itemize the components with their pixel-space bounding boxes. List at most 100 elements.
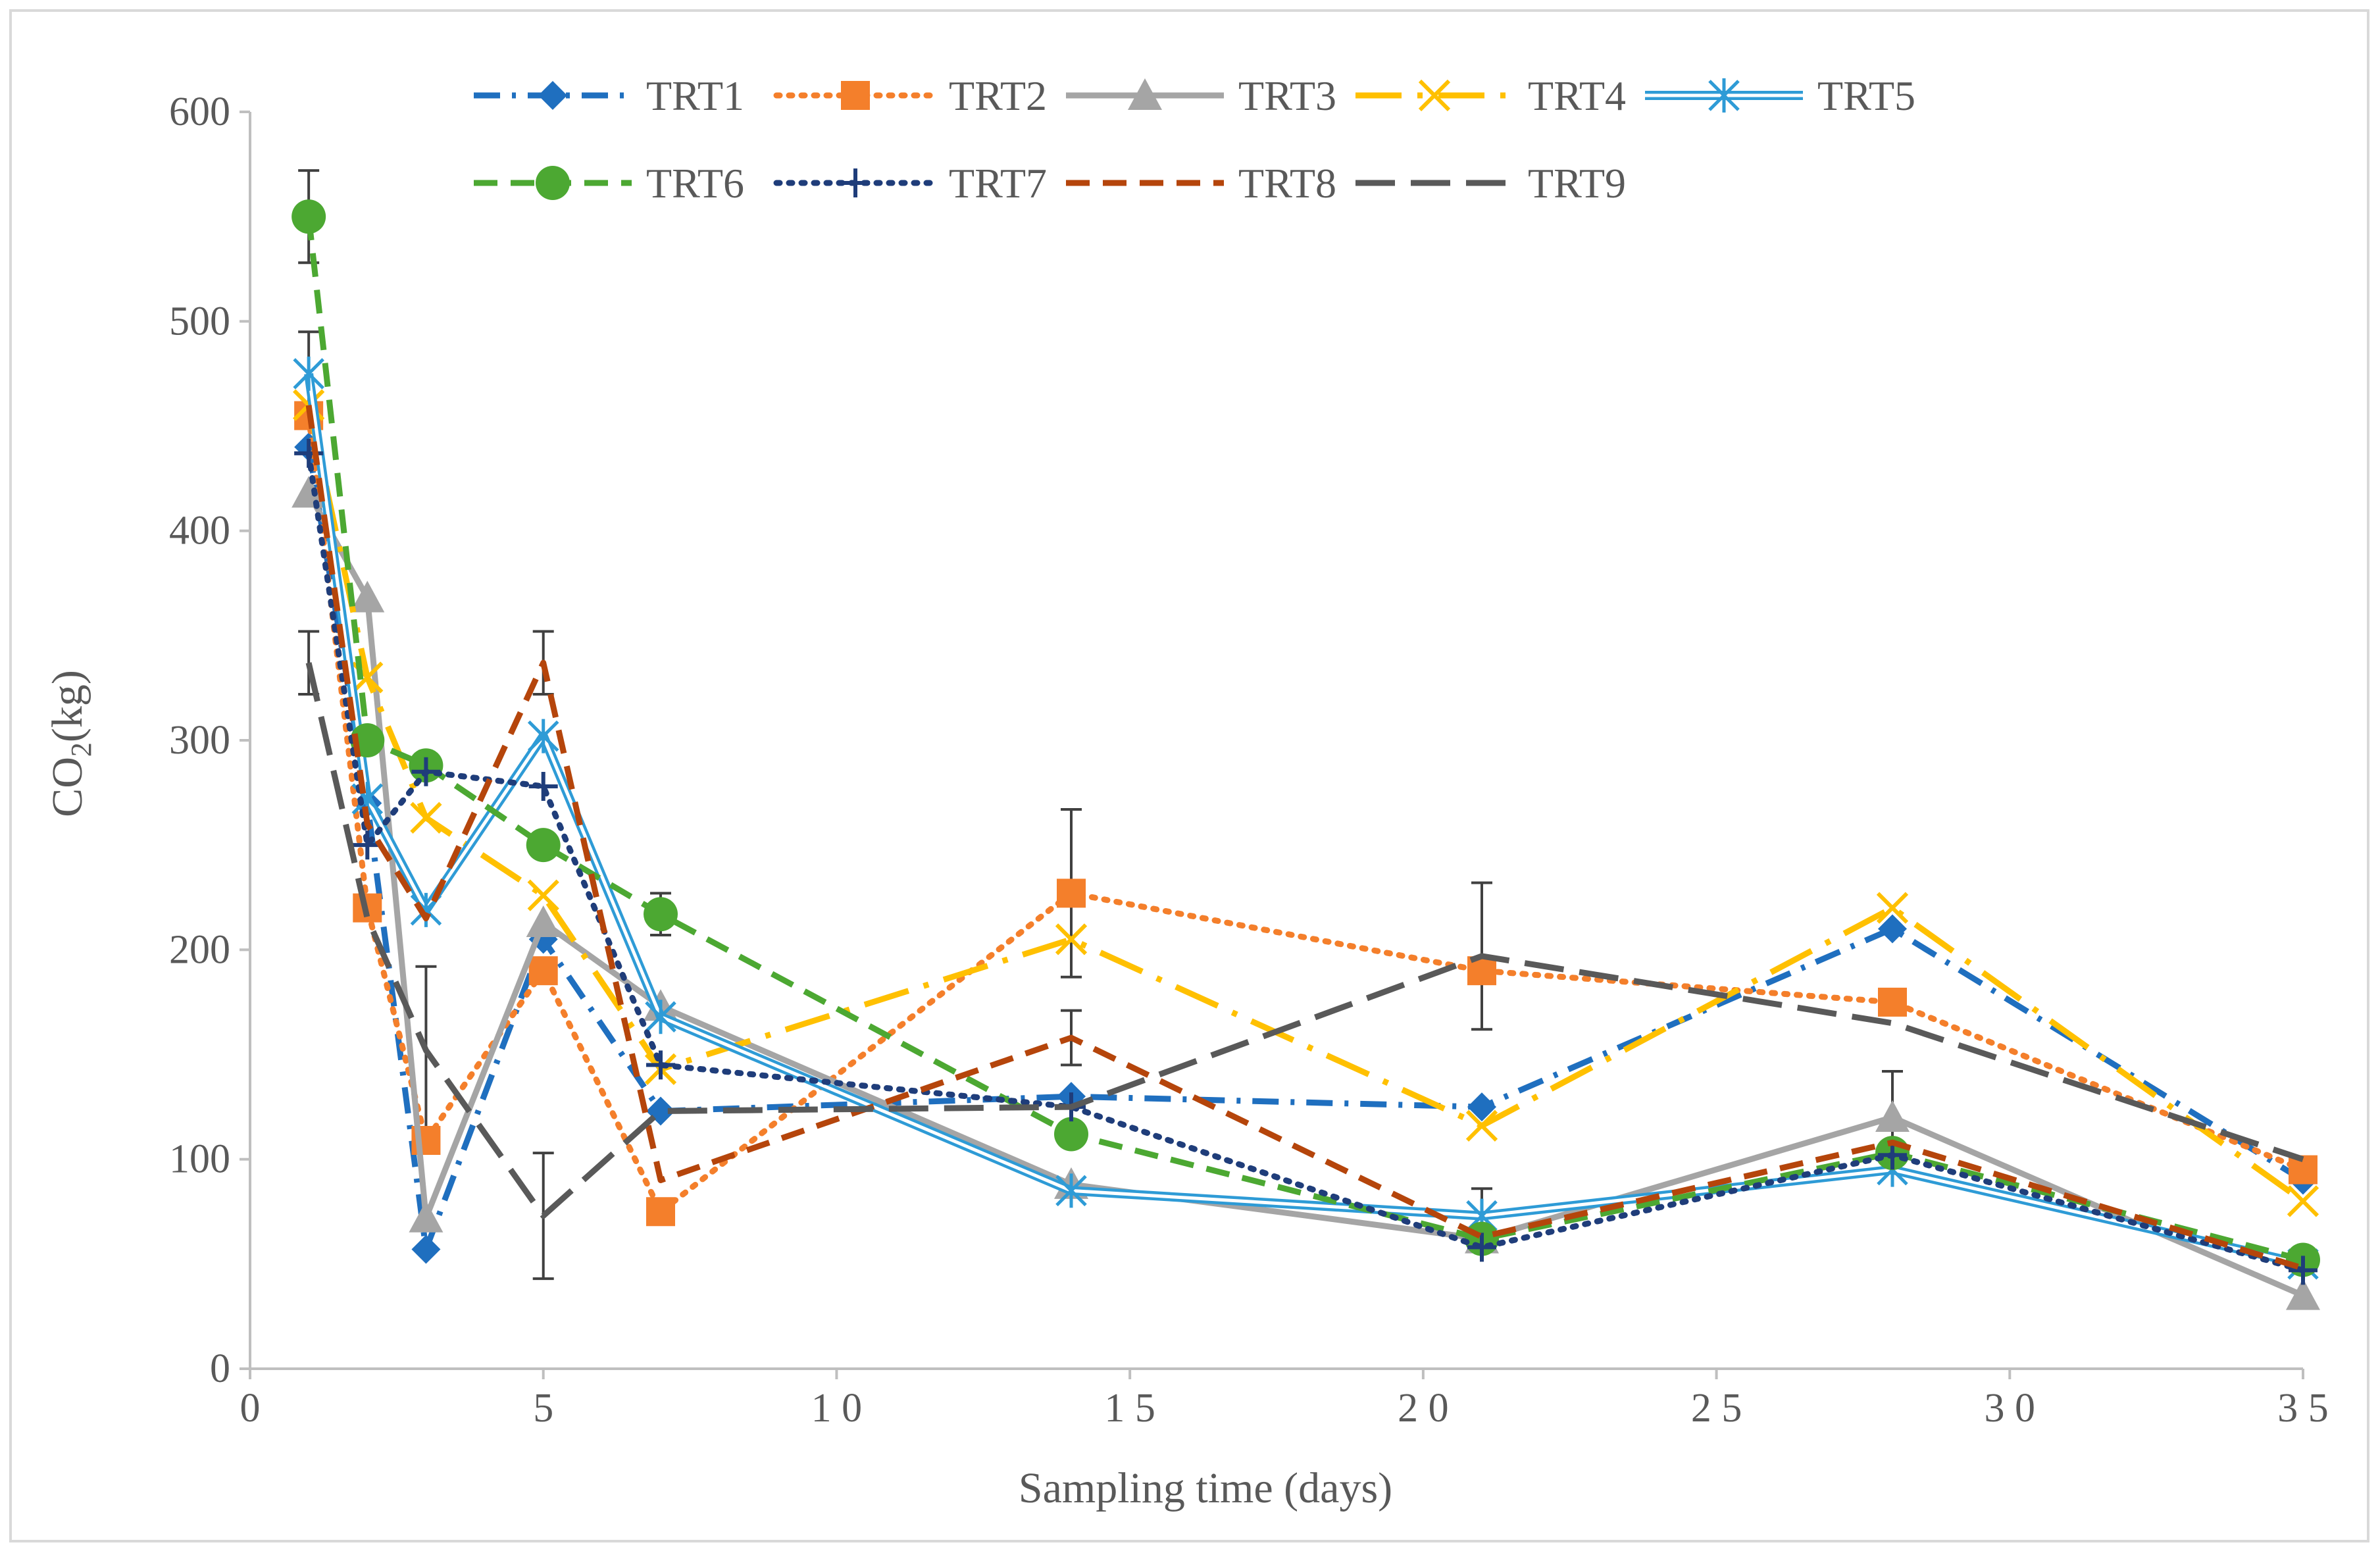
- data-point-trt4: [2287, 1185, 2319, 1217]
- legend-marker-trt6: [536, 166, 570, 200]
- data-point-trt3: [2286, 1278, 2320, 1310]
- series-trt1: [294, 432, 2317, 1264]
- legend-item-trt4: TRT4: [1355, 72, 1626, 119]
- errorbars-trt9: [298, 630, 1492, 1281]
- legend-item-trt2: TRT2: [773, 72, 1047, 119]
- data-point-trt7: [2289, 1256, 2317, 1285]
- series-line-trt4: [305, 404, 2305, 1204]
- chart-frame: [9, 9, 2369, 1542]
- y-tick-label: 300: [169, 718, 230, 763]
- data-point-trt6: [644, 897, 678, 932]
- data-point-trt2: [528, 956, 558, 986]
- x-tick-label: 1 5: [1104, 1386, 1155, 1431]
- data-point-trt3: [526, 905, 561, 937]
- series-line-trt5: [304, 372, 2304, 1269]
- y-axis-title-unit: (kg): [43, 670, 91, 742]
- data-point-trt4: [1055, 923, 1088, 955]
- x-tick-label: 5: [533, 1386, 553, 1431]
- data-point-trt3: [1875, 1100, 1910, 1132]
- legend-marker-trt1: [538, 81, 567, 110]
- x-tick-label: 2 5: [1691, 1386, 1742, 1431]
- data-point-trt2: [646, 1197, 675, 1227]
- legend-item-trt3: TRT3: [1066, 72, 1336, 119]
- data-point-trt5: [1055, 1173, 1087, 1208]
- legend-label-trt4: TRT4: [1528, 72, 1626, 119]
- y-axis-title-subscript: 2: [65, 742, 97, 757]
- legend-marker-trt3: [1128, 78, 1162, 110]
- data-point-trt4: [1876, 892, 1909, 924]
- series-trt7: [294, 438, 2317, 1285]
- data-point-trt4: [410, 802, 442, 834]
- series-trt4: [293, 389, 2319, 1217]
- legend-item-trt7: TRT7: [773, 160, 1047, 207]
- y-axis-title-main: CO: [43, 757, 91, 817]
- series-layer: [291, 169, 2320, 1310]
- series-trt2: [294, 401, 2317, 1227]
- series-trt8: [305, 405, 2304, 1271]
- legend-item-trt9: TRT9: [1355, 160, 1626, 207]
- data-point-trt3: [350, 580, 385, 613]
- y-tick-label: 200: [169, 927, 230, 972]
- data-point-trt1: [411, 1235, 441, 1264]
- series-trt5: [293, 356, 2319, 1281]
- y-tick-label: 100: [169, 1137, 230, 1182]
- series-trt6: [291, 199, 2320, 1277]
- x-tick-label: 0: [240, 1386, 261, 1431]
- legend-label-trt1: TRT1: [646, 72, 744, 119]
- series-line-trt9: [305, 662, 2304, 1219]
- series-line-trt5-inner: [307, 373, 2304, 1266]
- legend-item-trt5: TRT5: [1645, 72, 1915, 119]
- legend-label-trt3: TRT3: [1238, 72, 1336, 119]
- series-line-trt8: [305, 405, 2304, 1271]
- data-point-trt6: [1054, 1117, 1088, 1152]
- y-tick-label: 0: [210, 1346, 230, 1391]
- data-point-trt1: [1878, 914, 1907, 944]
- data-point-trt4: [1465, 1109, 1498, 1142]
- legend-label-trt9: TRT9: [1528, 160, 1626, 207]
- data-point-trt1: [1467, 1092, 1496, 1122]
- legend-marker-trt4: [1418, 79, 1451, 112]
- legend-marker-trt2: [841, 81, 870, 110]
- legend-label-trt7: TRT7: [949, 160, 1047, 207]
- series-line-trt1: [305, 446, 2305, 1252]
- data-point-trt7: [646, 1050, 675, 1080]
- legend-layer: TRT1 TRT2 TRT3 TRT4 TRT5 TRT6 TRT7 TRT8 TRT9: [474, 72, 1915, 207]
- data-point-trt6: [291, 199, 326, 234]
- data-point-trt4: [527, 879, 559, 911]
- legend-item-trt6: TRT6: [474, 160, 744, 207]
- svg-text:CO2(kg): CO2(kg): [43, 670, 97, 817]
- x-axis-title: Sampling time (days): [1019, 1464, 1392, 1512]
- legend-label-trt8: TRT8: [1238, 160, 1336, 207]
- legend-label-trt5: TRT5: [1817, 72, 1915, 119]
- data-point-trt2: [1878, 987, 1907, 1017]
- data-point-trt2: [1057, 878, 1086, 908]
- data-point-trt5: [527, 719, 559, 753]
- legend-item-trt8: TRT8: [1066, 160, 1336, 207]
- legend-item-trt1: TRT1: [474, 72, 744, 119]
- data-point-trt3: [291, 476, 326, 508]
- series-line-trt2: [305, 413, 2306, 1215]
- data-point-trt5: [293, 356, 324, 391]
- y-tick-label: 500: [169, 299, 230, 344]
- data-point-trt3: [409, 1200, 443, 1233]
- legend-marker-trt7: [841, 168, 870, 197]
- data-point-trt2: [2289, 1155, 2317, 1184]
- x-tick-label: 3 0: [1985, 1386, 2036, 1431]
- x-tick-label: 2 0: [1398, 1386, 1449, 1431]
- series-line-trt7: [305, 450, 2306, 1273]
- x-tick-label: 1 0: [811, 1386, 863, 1431]
- y-tick-label: 600: [169, 89, 230, 134]
- legend-label-trt2: TRT2: [949, 72, 1047, 119]
- data-point-trt7: [528, 772, 558, 802]
- data-point-trt7: [411, 757, 441, 786]
- data-point-trt5: [645, 1000, 676, 1034]
- legend-marker-trt5: [1708, 78, 1740, 113]
- series-trt9: [305, 662, 2304, 1219]
- data-point-trt6: [526, 828, 561, 863]
- y-axis-title: CO2(kg): [43, 670, 97, 817]
- legend-label-trt6: TRT6: [646, 160, 744, 207]
- x-tick-label: 3 5: [2277, 1386, 2329, 1431]
